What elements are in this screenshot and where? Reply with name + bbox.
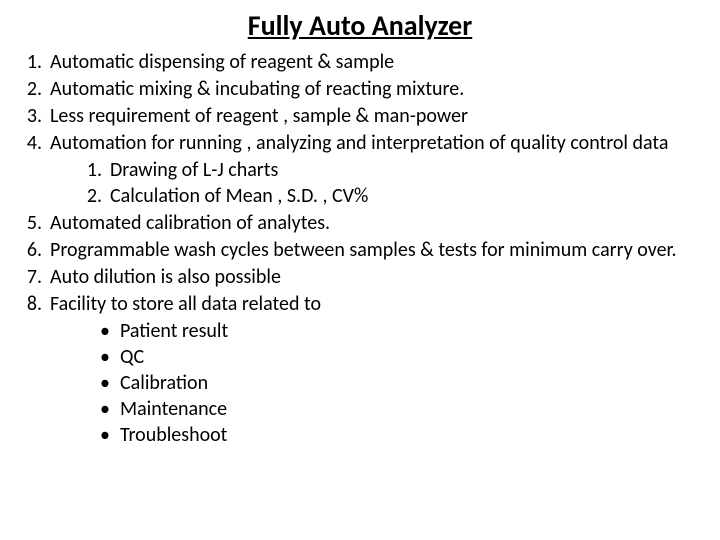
list-item: 1. Automatic dispensing of reagent & sam… (20, 49, 700, 75)
bullet-list: • Patient result • QC • Calibration • Ma… (90, 318, 700, 448)
sub-list: 1. Drawing of L-J charts 2. Calculation … (80, 157, 700, 209)
list-item: 4. Automation for running , analyzing an… (20, 130, 700, 209)
item-content: Facility to store all data related to • … (50, 291, 700, 448)
item-content: Automation for running , analyzing and i… (50, 130, 700, 209)
bullet-text: Maintenance (120, 396, 227, 422)
item-text: Facility to store all data related to (50, 292, 321, 316)
item-text: Programmable wash cycles between samples… (50, 237, 700, 263)
bullet-icon: • (90, 370, 120, 396)
item-text: Automatic dispensing of reagent & sample (50, 49, 700, 75)
bullet-icon: • (90, 396, 120, 422)
item-number: 8. (20, 291, 50, 448)
item-number: 2. (20, 76, 50, 102)
item-number: 4. (20, 130, 50, 209)
bullet-text: Calibration (120, 370, 208, 396)
main-list: 1. Automatic dispensing of reagent & sam… (20, 49, 700, 448)
item-number: 5. (20, 210, 50, 236)
item-text: Less requirement of reagent , sample & m… (50, 103, 700, 129)
bullet-text: Patient result (120, 318, 228, 344)
bullet-list-item: • Troubleshoot (90, 422, 700, 448)
bullet-icon: • (90, 422, 120, 448)
sub-list-item: 2. Calculation of Mean , S.D. , CV% (80, 183, 700, 209)
item-text: Auto dilution is also possible (50, 264, 700, 290)
bullet-text: QC (120, 344, 144, 370)
list-item: 5. Automated calibration of analytes. (20, 210, 700, 236)
bullet-list-item: • Patient result (90, 318, 700, 344)
list-item: 6. Programmable wash cycles between samp… (20, 237, 700, 263)
bullet-text: Troubleshoot (120, 422, 227, 448)
item-number: 7. (20, 264, 50, 290)
sub-item-number: 2. (80, 183, 110, 209)
bullet-list-item: • Calibration (90, 370, 700, 396)
item-number: 3. (20, 103, 50, 129)
bullet-list-item: • Maintenance (90, 396, 700, 422)
sub-list-item: 1. Drawing of L-J charts (80, 157, 700, 183)
bullet-icon: • (90, 318, 120, 344)
page-title: Fully Auto Analyzer (20, 8, 700, 43)
item-text: Automated calibration of analytes. (50, 210, 700, 236)
item-text: Automation for running , analyzing and i… (50, 131, 668, 155)
list-item: 2. Automatic mixing & incubating of reac… (20, 76, 700, 102)
list-item: 3. Less requirement of reagent , sample … (20, 103, 700, 129)
list-item: 7. Auto dilution is also possible (20, 264, 700, 290)
sub-item-number: 1. (80, 157, 110, 183)
sub-item-text: Calculation of Mean , S.D. , CV% (110, 183, 368, 209)
sub-item-text: Drawing of L-J charts (110, 157, 278, 183)
item-number: 1. (20, 49, 50, 75)
item-number: 6. (20, 237, 50, 263)
bullet-list-item: • QC (90, 344, 700, 370)
bullet-icon: • (90, 344, 120, 370)
item-text: Automatic mixing & incubating of reactin… (50, 76, 700, 102)
list-item: 8. Facility to store all data related to… (20, 291, 700, 448)
